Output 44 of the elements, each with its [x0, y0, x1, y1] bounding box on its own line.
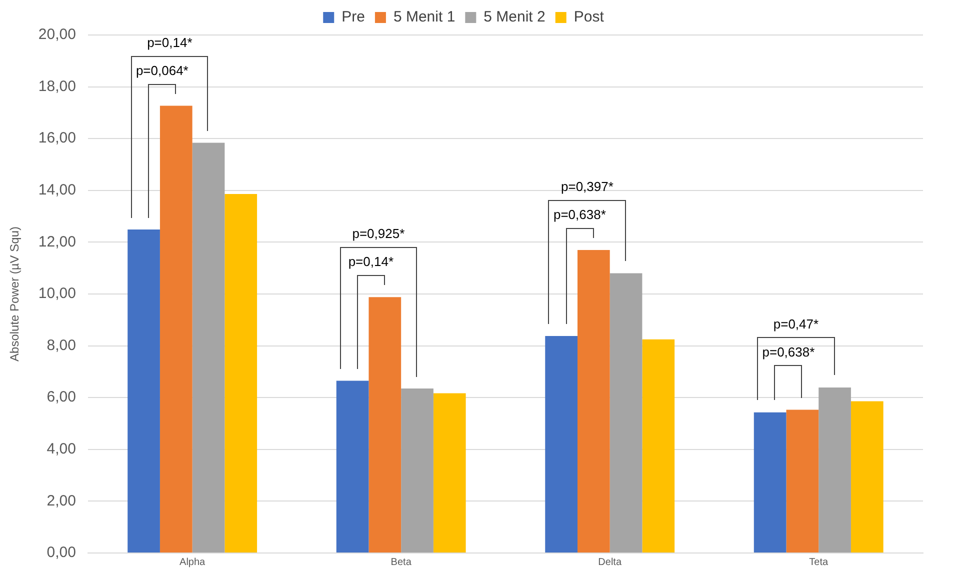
bar [610, 273, 642, 552]
bar [545, 336, 578, 552]
annotation: p=0,638* [553, 207, 606, 222]
bar [128, 230, 160, 552]
annotation: p=0,925* [352, 226, 405, 242]
bar [433, 393, 466, 552]
bar [401, 388, 434, 552]
annotation: p=0,397* [560, 179, 614, 194]
bar [850, 401, 884, 552]
y-tick-label: 20,00 [38, 26, 76, 44]
bar [577, 250, 610, 552]
y-axis-title: Absolute Power (µV Squ) [8, 226, 22, 362]
legend-label: 5 Menit 2 [484, 8, 546, 26]
bar [786, 410, 819, 552]
y-tick-label: 2,00 [46, 492, 76, 510]
y-tick-label: 10,00 [38, 285, 76, 302]
x-tick-label: Teta [809, 556, 829, 568]
bar [642, 339, 675, 552]
y-tick-label: 14,00 [38, 182, 76, 199]
annotation: p=0,638* [762, 344, 815, 360]
legend-label: Pre [342, 8, 365, 26]
x-tick-label: Delta [598, 556, 622, 568]
legend-label: 5 Menit 1 [393, 8, 456, 26]
y-tick-label: 16,00 [38, 130, 76, 147]
bar [754, 412, 786, 552]
y-tick-label: 8,00 [46, 336, 76, 354]
bar [368, 297, 402, 552]
y-tick-label: 6,00 [46, 388, 76, 406]
bar [818, 388, 851, 552]
bar [160, 106, 192, 552]
annotation: p=0,47* [773, 316, 819, 332]
bar [224, 194, 258, 552]
x-tick-label: Beta [390, 556, 412, 568]
bar [336, 380, 369, 552]
bar [192, 142, 225, 552]
legend-label: Post [574, 8, 605, 26]
y-tick-label: 12,00 [38, 233, 76, 250]
y-tick-label: 18,00 [38, 78, 76, 95]
y-tick-label: 4,00 [46, 440, 76, 458]
annotation: p=0,064* [136, 62, 188, 78]
y-tick-label: 0,00 [46, 544, 76, 562]
annotation: p=0,14* [147, 34, 192, 50]
x-tick-label: Alpha [180, 556, 206, 568]
annotation: p=0,14* [348, 254, 394, 270]
